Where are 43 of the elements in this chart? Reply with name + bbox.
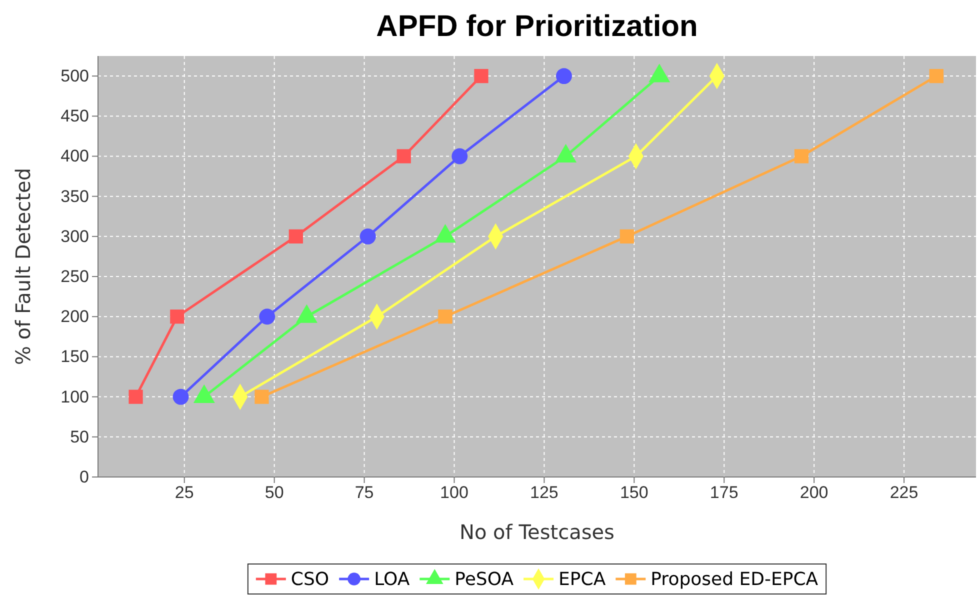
legend-label: EPCA [558, 569, 606, 590]
x-axis-title: No of Testcases [460, 520, 614, 544]
y-tick-label: 100 [60, 387, 89, 406]
y-axis-title: % of Fault Detected [11, 168, 35, 366]
x-tick-label: 50 [264, 483, 284, 502]
point [474, 68, 488, 84]
x-tick-label: 150 [620, 483, 648, 502]
y-tick-label: 300 [60, 226, 89, 246]
point [396, 149, 411, 164]
x-tick-label: 175 [710, 483, 738, 502]
point [929, 68, 944, 84]
point [360, 228, 376, 244]
legend-label: CSO [290, 569, 330, 590]
y-tick-label: 50 [70, 427, 89, 446]
legend-label: PeSOA [454, 569, 514, 590]
chart-title: APFD for Prioritization [376, 10, 698, 43]
y-tick-label: 150 [60, 347, 89, 366]
point [172, 388, 189, 405]
x-tick-label: 125 [530, 483, 558, 502]
legend-label: Proposed ED-EPCA [650, 569, 819, 590]
x-tick-label: 225 [890, 483, 918, 502]
y-tick-label: 250 [60, 266, 89, 286]
x-tick-label: 75 [354, 483, 374, 502]
y-tick-label: 350 [60, 186, 89, 206]
point [620, 229, 634, 244]
point [452, 148, 468, 164]
y-tick-label: 500 [60, 66, 89, 86]
x-tick-label: 100 [440, 483, 468, 502]
y-tick-label: 200 [60, 307, 89, 326]
point [794, 149, 809, 164]
y-tick-label: 0 [80, 467, 89, 486]
y-tick-label: 400 [60, 146, 89, 166]
x-tick-label: 25 [174, 483, 194, 502]
point [259, 308, 276, 325]
point [438, 310, 452, 324]
point [288, 229, 303, 244]
point [128, 390, 143, 404]
x-tick-label: 200 [800, 483, 828, 502]
point [254, 390, 269, 404]
point [556, 68, 572, 84]
y-tick-label: 450 [60, 106, 89, 126]
point [170, 310, 184, 324]
legend-label: LOA [374, 569, 410, 590]
